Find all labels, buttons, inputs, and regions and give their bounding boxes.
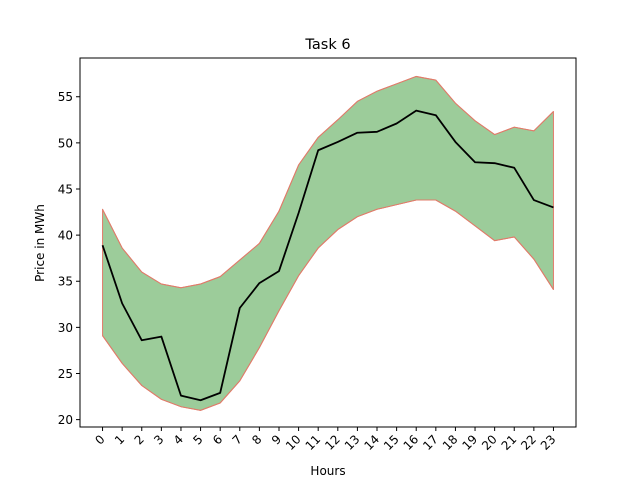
- x-axis-title: Hours: [310, 464, 345, 478]
- y-tick-label: 40: [58, 229, 73, 243]
- y-tick-label: 55: [58, 90, 73, 104]
- y-axis-title: Price in MWh: [33, 204, 47, 282]
- y-tick-label: 25: [58, 367, 73, 381]
- y-tick-label: 35: [58, 275, 73, 289]
- y-tick-label: 45: [58, 182, 73, 196]
- mean-line: [101, 109, 554, 402]
- lower-bound-line: [102, 199, 554, 411]
- upper-bound-line: [102, 75, 554, 289]
- axes-frame: [79, 57, 577, 428]
- y-tick-label: 50: [58, 136, 73, 150]
- plot-area: [101, 75, 554, 411]
- y-tick-label: 30: [58, 321, 73, 335]
- chart-title: Task 6: [304, 37, 350, 53]
- y-tick-label: 20: [58, 413, 73, 427]
